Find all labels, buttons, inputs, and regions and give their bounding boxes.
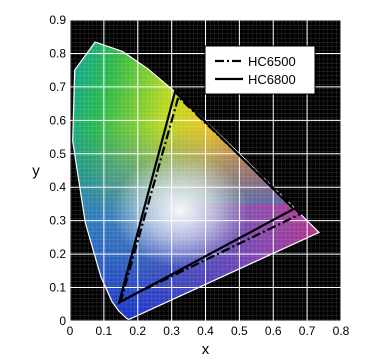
y-tick-label: 0.6 (49, 113, 66, 127)
series-hc6500-triangle (119, 94, 303, 303)
y-tick-label: 0.4 (49, 180, 66, 194)
y-tick-label: 0.9 (49, 13, 66, 27)
y-tick-labels: 0 0.1 0.2 0.3 0.4 0.5 0.6 0.7 0.8 0.9 (49, 13, 66, 328)
y-tick-label: 0 (59, 314, 66, 328)
series-hc6800-triangle (117, 89, 296, 305)
legend-label-hc6500: HC6500 (248, 54, 296, 69)
x-tick-label: 0.1 (96, 324, 113, 338)
y-axis-label: y (32, 163, 40, 180)
x-tick-labels: 0 0.1 0.2 0.3 0.4 0.5 0.6 0.7 0.8 (67, 324, 350, 338)
y-tick-label: 0.5 (49, 147, 66, 161)
x-tick-label: 0.3 (163, 324, 180, 338)
y-tick-label: 0.2 (49, 247, 66, 261)
legend: HC6500 HC6800 (204, 45, 316, 95)
x-tick-label: 0.2 (129, 324, 146, 338)
y-tick-label: 0.7 (49, 80, 66, 94)
x-tick-label: 0.7 (299, 324, 316, 338)
y-tick-label: 0.3 (49, 214, 66, 228)
y-tick-label: 0.8 (49, 46, 66, 60)
series-lines (117, 89, 303, 305)
x-tick-label: 0.8 (333, 324, 350, 338)
x-tick-label: 0.6 (265, 324, 282, 338)
legend-box (204, 45, 316, 95)
x-tick-label: 0 (67, 324, 74, 338)
y-tick-label: 0.1 (49, 281, 66, 295)
x-axis-label: x (202, 341, 210, 358)
major-grid (69, 19, 342, 322)
legend-label-hc6800: HC6800 (248, 72, 296, 87)
x-tick-label: 0.4 (197, 324, 214, 338)
x-tick-label: 0.5 (231, 324, 248, 338)
